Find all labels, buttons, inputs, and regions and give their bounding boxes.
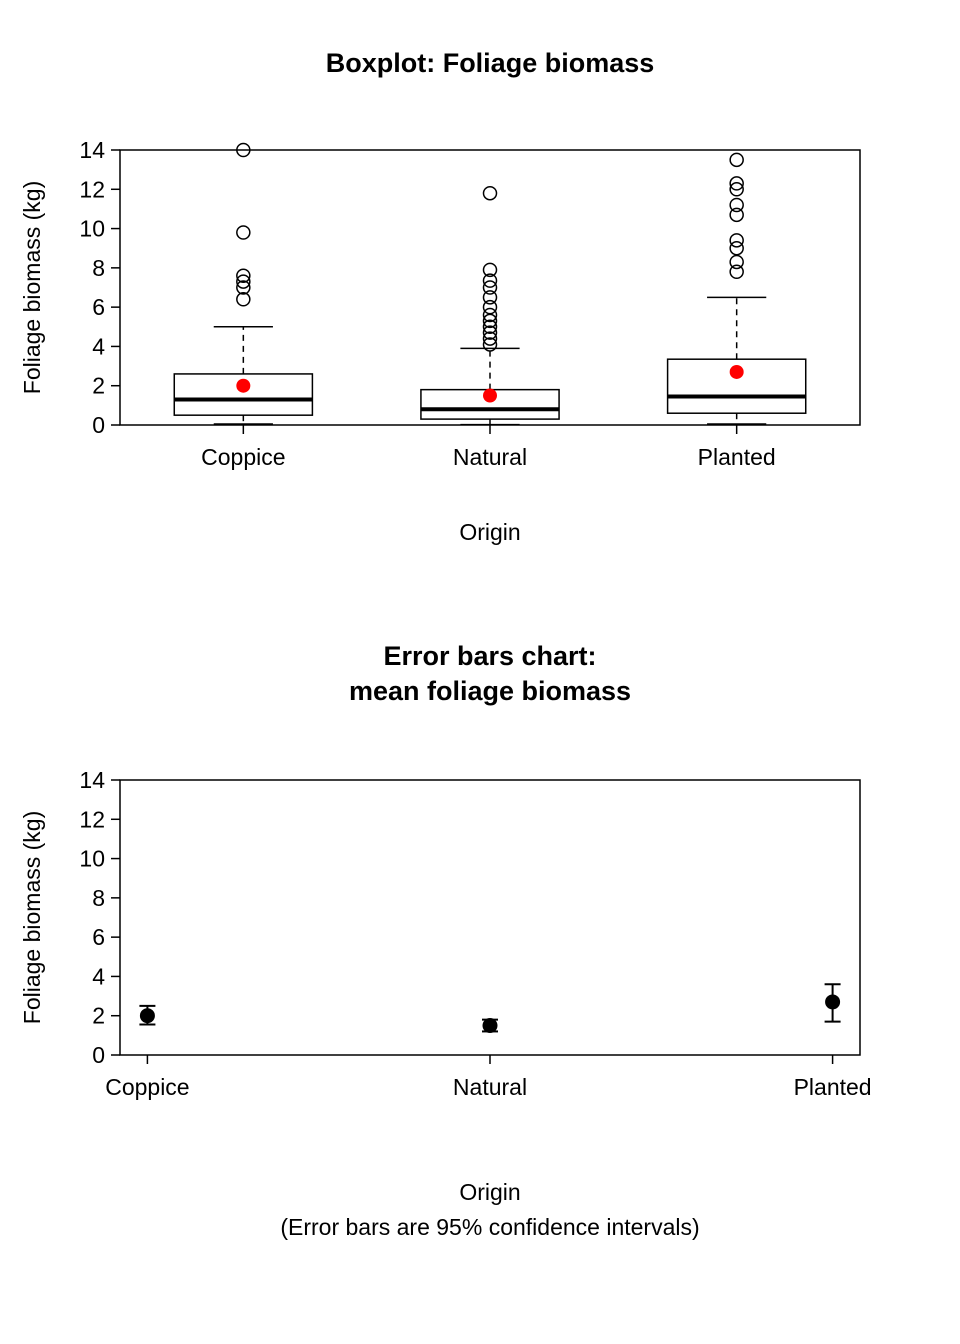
errorbar-ytick-label: 6 xyxy=(92,924,105,950)
errorbar-xtick-label: Planted xyxy=(794,1074,872,1100)
boxplot-ytick-label: 14 xyxy=(79,137,105,163)
errorbar-ylabel: Foliage biomass (kg) xyxy=(19,811,45,1024)
boxplot-ytick-label: 12 xyxy=(79,176,105,202)
errorbar-xlabel: Origin xyxy=(459,1179,520,1205)
boxplot-xtick-label: Natural xyxy=(453,444,527,470)
boxplot-ylabel: Foliage biomass (kg) xyxy=(19,181,45,394)
errorbar-xtick-label: Natural xyxy=(453,1074,527,1100)
boxplot-mean-point xyxy=(730,365,744,379)
boxplot-ytick-label: 4 xyxy=(92,333,105,359)
boxplot-ytick-label: 0 xyxy=(92,412,105,438)
boxplot-ytick-label: 2 xyxy=(92,373,105,399)
errorbar-ytick-label: 2 xyxy=(92,1003,105,1029)
errorbar-title-line1: Error bars chart: xyxy=(383,641,596,671)
boxplot-ytick-label: 6 xyxy=(92,294,105,320)
boxplot-mean-point xyxy=(483,389,497,403)
errorbar-ytick-label: 4 xyxy=(92,963,105,989)
errorbar-ytick-label: 0 xyxy=(92,1042,105,1068)
boxplot-xtick-label: Planted xyxy=(698,444,776,470)
errorbar-ytick-label: 12 xyxy=(79,806,105,832)
errorbar-frame xyxy=(120,780,860,1055)
errorbar-ytick-label: 14 xyxy=(79,767,105,793)
boxplot-ytick-label: 8 xyxy=(92,255,105,281)
boxplot-mean-point xyxy=(236,379,250,393)
boxplot-xtick-label: Coppice xyxy=(201,444,285,470)
errorbar-title-line2: mean foliage biomass xyxy=(349,676,631,706)
errorbar-ytick-label: 10 xyxy=(79,846,105,872)
figure-canvas: Boxplot: Foliage biomass 0 2 4 6 8 10 12 14 Coppi… xyxy=(0,0,960,1344)
errorbar-mean-point xyxy=(825,994,840,1009)
errorbar-sublabel: (Error bars are 95% confidence intervals… xyxy=(280,1214,699,1240)
boxplot-title: Boxplot: Foliage biomass xyxy=(326,48,655,78)
errorbar-xtick-label: Coppice xyxy=(105,1074,189,1100)
errorbar-mean-point xyxy=(483,1018,498,1033)
errorbar-ytick-label: 8 xyxy=(92,885,105,911)
errorbar-mean-point xyxy=(140,1008,155,1023)
boxplot-xlabel: Origin xyxy=(459,519,520,545)
boxplot-ytick-label: 10 xyxy=(79,216,105,242)
